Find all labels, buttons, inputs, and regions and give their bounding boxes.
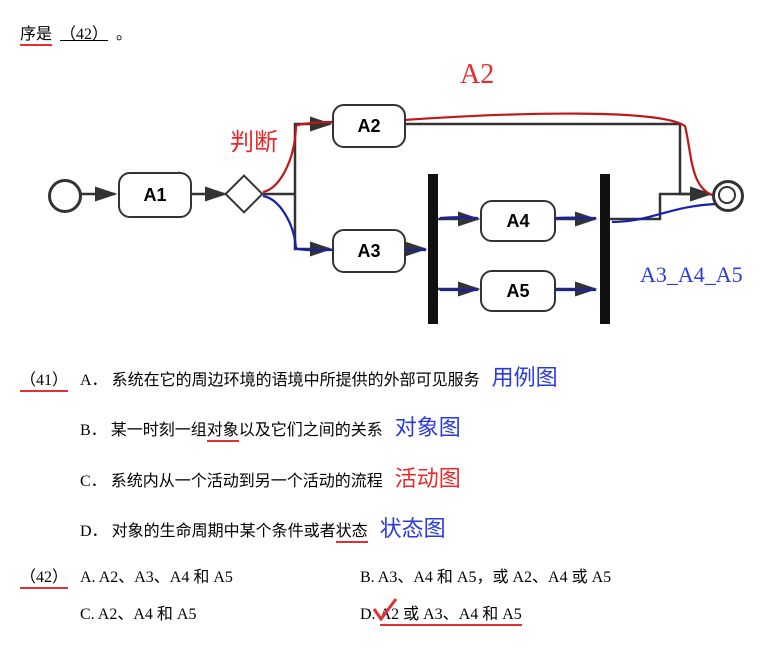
opt-text: A2、A3、A4 和 A5 xyxy=(99,569,233,586)
opt-underline: 状态 xyxy=(336,523,368,543)
opt-text: 系统内从一个活动到另一个活动的流程 xyxy=(111,473,383,490)
opt-label: A． xyxy=(80,372,108,389)
q42-option-a: （42） A. A2、A3、A4 和 A5 xyxy=(20,560,360,595)
q42-option-c: C. A2、A4 和 A5 xyxy=(80,597,360,632)
opt-label: C. xyxy=(80,606,95,623)
opt-text: A2、A4 和 A5 xyxy=(98,606,197,623)
node-a4: A4 xyxy=(480,200,556,242)
stem-prefix: 序是 xyxy=(20,26,52,46)
opt-underline: 对象 xyxy=(207,422,239,442)
opt-text: 系统在它的周边环境的语境中所提供的外部可见服务 xyxy=(112,372,480,389)
opt-text-mid: 以及它们之间的关系 xyxy=(239,422,383,439)
opt-label: C． xyxy=(80,473,107,490)
opt-text-pre: 对象的生命周期中某个条件或者 xyxy=(112,523,336,540)
node-a2-label: A2 xyxy=(357,116,380,137)
node-a1: A1 xyxy=(118,172,192,218)
opt-label: A. xyxy=(80,569,96,586)
opt-text: A3、A4 和 A5，或 A2、A4 或 A5 xyxy=(378,569,611,586)
question-block: （41） A． 系统在它的周边环境的语境中所提供的外部可见服务 用例图 B． 某… xyxy=(20,354,761,634)
hand-note-usecase: 用例图 xyxy=(492,365,558,390)
node-a5: A5 xyxy=(480,270,556,312)
q42-number: （42） xyxy=(20,569,68,589)
q41-number: （41） xyxy=(20,372,68,392)
join-bar xyxy=(600,174,610,324)
decision-node xyxy=(224,174,264,214)
opt-text-u: A4 和 A5 xyxy=(459,606,522,626)
q41-option-a: （41） A． 系统在它的周边环境的语境中所提供的外部可见服务 用例图 xyxy=(20,354,761,402)
opt-label: D． xyxy=(80,523,108,540)
hand-note-judge: 判断 xyxy=(230,122,278,157)
hand-note-a345: A3_A4_A5 xyxy=(640,262,743,288)
opt-label: B． xyxy=(80,422,107,439)
start-node xyxy=(48,179,82,213)
end-node-inner xyxy=(718,186,736,204)
stem-blank: （42） xyxy=(56,26,112,43)
activity-diagram: A1 A2 A3 A4 A5 A2 判断 A3_A4_A5 xyxy=(20,54,760,334)
hand-note-state: 状态图 xyxy=(380,516,446,541)
q41-option-b: B． 某一时刻一组对象以及它们之间的关系 对象图 xyxy=(80,404,761,452)
fork-bar xyxy=(428,174,438,324)
hand-note-object: 对象图 xyxy=(395,415,461,440)
hand-note-a2: A2 xyxy=(460,59,494,91)
stem-suffix: 。 xyxy=(116,26,132,43)
opt-label: B. xyxy=(360,569,375,586)
opt-text-pre: 某一时刻一组 xyxy=(111,422,207,439)
node-a5-label: A5 xyxy=(506,281,529,302)
q42-option-d: D. A2 或 A3、A4 和 A5 xyxy=(360,597,611,632)
q41-option-d: D． 对象的生命周期中某个条件或者状态 状态图 xyxy=(80,505,761,553)
node-a4-label: A4 xyxy=(506,211,529,232)
check-icon xyxy=(372,597,398,623)
node-a3: A3 xyxy=(332,229,406,273)
q41-option-c: C． 系统内从一个活动到另一个活动的流程 活动图 xyxy=(80,455,761,503)
node-a2: A2 xyxy=(332,104,406,148)
node-a3-label: A3 xyxy=(357,241,380,262)
question-stem: 序是 （42） 。 xyxy=(20,20,761,44)
hand-note-activity: 活动图 xyxy=(395,466,461,491)
q42-option-b: B. A3、A4 和 A5，或 A2、A4 或 A5 xyxy=(360,560,611,595)
node-a1-label: A1 xyxy=(143,185,166,206)
